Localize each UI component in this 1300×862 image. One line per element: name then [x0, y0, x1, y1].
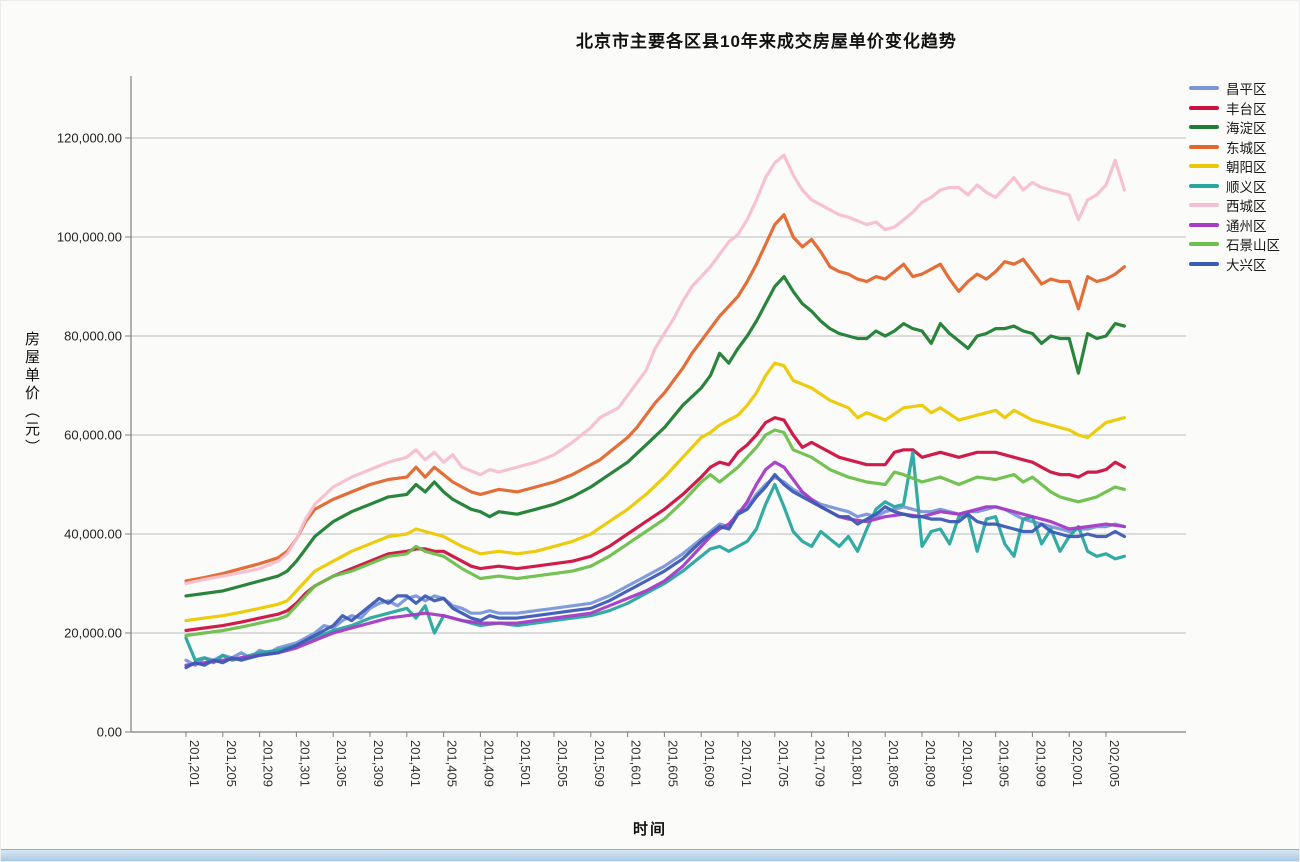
- legend-swatch-xicheng: [1189, 203, 1219, 208]
- legend-swatch-dongcheng: [1189, 144, 1219, 149]
- x-tick-label: 202,001: [1070, 740, 1085, 787]
- x-tick-label: 202,005: [1107, 740, 1122, 787]
- legend-item-changping: 昌平区: [1189, 81, 1299, 98]
- series-line-chaoyang: [184, 361, 1127, 623]
- series-line-changping: [184, 475, 1127, 667]
- x-tick-label: 201,705: [776, 740, 791, 787]
- legend-item-haidian: 海淀区: [1189, 120, 1299, 137]
- x-tick-label: 201,801: [849, 740, 864, 787]
- series-line-fengtai: [184, 416, 1127, 633]
- window-edge-bar: [1, 849, 1299, 861]
- series-line-shijingshan: [184, 428, 1127, 638]
- legend-swatch-changping: [1189, 86, 1219, 91]
- legend-label-xicheng: 西城区: [1226, 199, 1267, 215]
- legend-item-shunyi: 顺义区: [1189, 179, 1299, 195]
- x-tick-label: 201,901: [960, 740, 975, 787]
- x-tick-label: 201,305: [334, 740, 349, 787]
- series-line-xicheng: [184, 153, 1127, 586]
- legend-swatch-tongzhou: [1189, 222, 1219, 227]
- legend-label-fengtai: 丰台区: [1226, 101, 1267, 117]
- legend-label-chaoyang: 朝阳区: [1226, 160, 1267, 176]
- legend-label-shunyi: 顺义区: [1226, 179, 1267, 195]
- legend-label-daxing: 大兴区: [1226, 257, 1267, 273]
- x-tick-label: 201,409: [481, 740, 496, 787]
- y-tick-label: 0.00: [97, 725, 122, 740]
- y-tick-label: 80,000.00: [64, 329, 122, 344]
- x-tick-label: 201,209: [261, 740, 276, 787]
- legend-label-tongzhou: 通州区: [1226, 218, 1267, 234]
- legend-swatch-daxing: [1189, 261, 1219, 266]
- legend-swatch-chaoyang: [1189, 164, 1219, 169]
- legend-swatch-shunyi: [1189, 183, 1219, 188]
- legend-label-dongcheng: 东城区: [1226, 140, 1267, 156]
- legend-item-fengtai: 丰台区: [1189, 101, 1299, 117]
- x-tick-label: 201,605: [665, 740, 680, 787]
- legend: 昌平区丰台区海淀区东城区朝阳区顺义区西城区通州区石景山区大兴区: [1189, 81, 1299, 273]
- x-tick-label: 201,805: [886, 740, 901, 787]
- y-tick-label: 60,000.00: [64, 428, 122, 443]
- legend-swatch-fengtai: [1189, 105, 1219, 110]
- x-tick-label: 201,909: [1033, 740, 1048, 787]
- x-tick-label: 201,701: [739, 740, 754, 787]
- x-tick-label: 201,601: [629, 740, 644, 787]
- series-lines: [184, 153, 1127, 670]
- y-tick-label: 40,000.00: [64, 527, 122, 542]
- legend-item-daxing: 大兴区: [1189, 257, 1299, 273]
- y-tick-label: 20,000.00: [64, 626, 122, 641]
- axes: [125, 76, 1186, 737]
- y-tick-label: 120,000.00: [57, 131, 122, 146]
- x-tick-label: 201,309: [371, 740, 386, 787]
- y-tick-labels: 0.00 20,000.00 40,000.00 60,000.00 80,000.00…: [57, 131, 122, 740]
- x-axis-title: 时间: [633, 821, 668, 838]
- legend-swatch-haidian: [1189, 125, 1219, 130]
- x-tick-label: 201,205: [224, 740, 239, 787]
- legend-label-changping: 昌平区: [1226, 82, 1267, 98]
- x-tick-labels: 201,201 201,205 201,209 201,301 201,305 201,3…: [187, 740, 1122, 787]
- series-line-shunyi: [184, 450, 1127, 665]
- x-tick-label: 201,405: [445, 740, 460, 787]
- x-tick-label: 201,501: [518, 740, 533, 787]
- legend-item-tongzhou: 通州区: [1189, 218, 1299, 234]
- series-line-haidian: [184, 275, 1127, 598]
- x-tick-label: 201,301: [297, 740, 312, 787]
- x-tick-label: 201,509: [592, 740, 607, 787]
- series-line-dongcheng: [184, 213, 1127, 583]
- legend-item-chaoyang: 朝阳区: [1189, 159, 1299, 176]
- legend-item-xicheng: 西城区: [1189, 198, 1299, 215]
- legend-label-shijingshan: 石景山区: [1226, 238, 1280, 254]
- x-tick-label: 201,401: [408, 740, 423, 787]
- y-axis-title: 房屋单价（元）: [23, 331, 40, 457]
- x-tick-label: 201,201: [187, 740, 202, 787]
- legend-item-dongcheng: 东城区: [1189, 140, 1299, 156]
- legend-label-haidian: 海淀区: [1226, 121, 1267, 137]
- x-tick-label: 201,905: [997, 740, 1012, 787]
- chart-title: 北京市主要各区县10年来成交房屋单价变化趋势: [576, 32, 957, 51]
- x-tick-label: 201,809: [923, 740, 938, 787]
- legend-swatch-shijingshan: [1189, 242, 1219, 247]
- legend-item-shijingshan: 石景山区: [1189, 237, 1299, 254]
- y-tick-label: 100,000.00: [57, 230, 122, 245]
- series-line-daxing: [184, 473, 1127, 670]
- x-tick-label: 201,709: [813, 740, 828, 787]
- x-tick-label: 201,609: [702, 740, 717, 787]
- x-tick-label: 201,505: [555, 740, 570, 787]
